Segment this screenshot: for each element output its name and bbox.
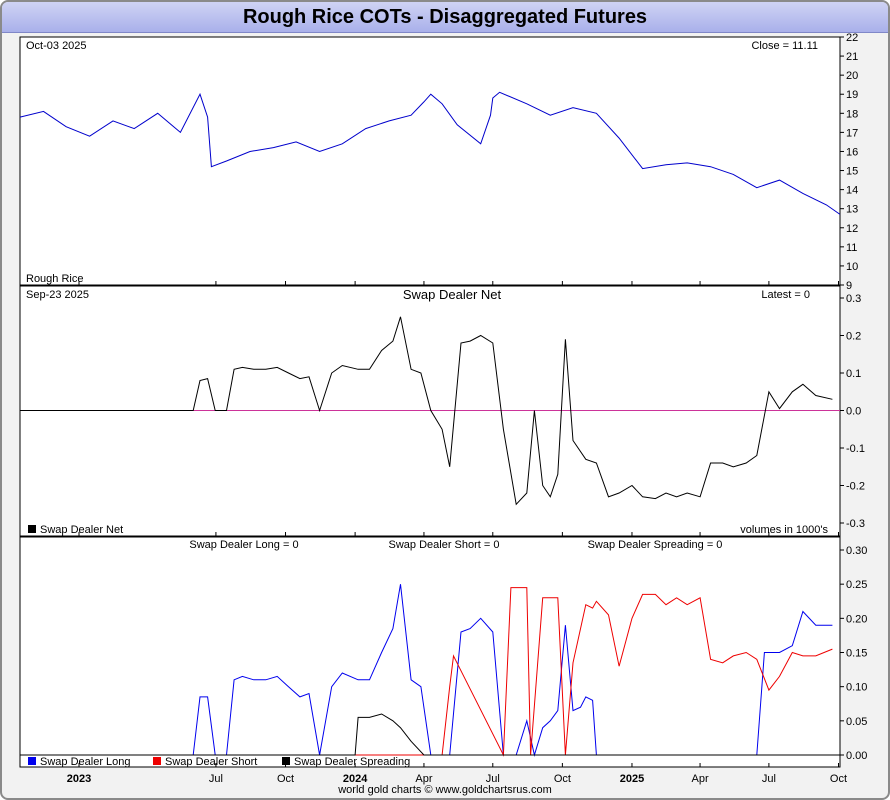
y-tick-label: 0.0 (846, 406, 861, 418)
y-tick-label: 15 (846, 166, 858, 178)
price-name-label: Rough Rice (26, 273, 83, 285)
y-tick-label: 12 (846, 223, 858, 235)
y-tick-label: 0.00 (846, 750, 867, 762)
y-tick-label: 0.10 (846, 682, 867, 694)
x-tick-label: Oct (830, 773, 847, 785)
y-tick-label: 0.05 (846, 716, 867, 728)
y-tick-label: 0.15 (846, 648, 867, 660)
price-close-label: Close = 11.11 (751, 40, 818, 52)
net-panel-title: Swap Dealer Net (403, 287, 502, 302)
legend-label-short: Swap Dealer Short (165, 756, 257, 768)
chart-title: Rough Rice COTs - Disaggregated Futures (2, 2, 888, 33)
spread-series-line (20, 713, 840, 756)
y-tick-label: 22 (846, 32, 858, 44)
y-tick-label: 11 (846, 242, 857, 254)
y-tick-label: 18 (846, 108, 858, 120)
y-tick-label: 0.3 (846, 293, 861, 305)
panel-positions (19, 536, 841, 768)
legend-label-spread: Swap Dealer Spreading (294, 756, 410, 768)
y-tick-label: 10 (846, 261, 858, 273)
y-tick-label: 9 (846, 280, 852, 292)
y-tick-label: 20 (846, 70, 858, 82)
y-tick-label: -0.2 (846, 481, 865, 493)
net-date-label: Sep-23 2025 (26, 289, 89, 301)
legend-swatch-long (28, 757, 36, 765)
short-series-line (20, 587, 833, 757)
long-latest-label: Swap Dealer Long = 0 (189, 539, 298, 551)
y-tick-label: 16 (846, 146, 858, 158)
net-series-line (20, 316, 833, 506)
chart-marks: 22 21 20 19 18 17 16 15 14 13 12 11 10 90.3 0.2 0.1 0.0 -… (19, 32, 867, 785)
y-tick-label: 0.2 (846, 331, 861, 343)
y-tick-label: 13 (846, 204, 858, 216)
short-latest-label: Swap Dealer Short = 0 (389, 539, 500, 551)
y-tick-label: -0.3 (846, 518, 865, 530)
net-units-label: volumes in 1000's (740, 524, 828, 536)
y-tick-label: 14 (846, 185, 858, 197)
price-date-label: Oct-03 2025 (26, 40, 87, 52)
net-legend-swatch (28, 525, 36, 533)
footer-credit: world gold charts © www.goldchartsrus.co… (338, 784, 552, 796)
x-tick-label: Jul (762, 773, 776, 785)
y-tick-label: 0.20 (846, 613, 867, 625)
x-tick-label: 2023 (67, 773, 91, 785)
x-tick-label: Oct (554, 773, 571, 785)
y-tick-label: 21 (846, 51, 858, 63)
y-tick-label: 17 (846, 127, 858, 139)
x-tick-label: Apr (691, 773, 708, 785)
x-tick-label: Jul (209, 773, 223, 785)
panel-price (19, 36, 841, 286)
net-legend-label: Swap Dealer Net (40, 524, 123, 536)
x-tick-label: Jul (486, 773, 500, 785)
y-tick-label: 0.30 (846, 545, 867, 557)
x-tick-label: 2024 (343, 773, 368, 785)
net-latest-label: Latest = 0 (761, 289, 810, 301)
price-series-line (19, 91, 841, 215)
legend-swatch-spread (282, 757, 290, 765)
chart-title-text: Rough Rice COTs - Disaggregated Futures (242, 5, 648, 28)
spread-latest-label: Swap Dealer Spreading = 0 (588, 539, 723, 551)
y-tick-label: 0.25 (846, 579, 867, 591)
x-tick-label: 2025 (620, 773, 644, 785)
y-tick-label: 19 (846, 89, 858, 101)
y-tick-label: -0.1 (846, 443, 865, 455)
x-tick-label: Apr (415, 773, 432, 785)
legend-label-long: Swap Dealer Long (40, 756, 131, 768)
y-tick-label: 0.1 (846, 368, 861, 380)
legend-swatch-short (153, 757, 161, 765)
x-tick-label: Oct (277, 773, 294, 785)
